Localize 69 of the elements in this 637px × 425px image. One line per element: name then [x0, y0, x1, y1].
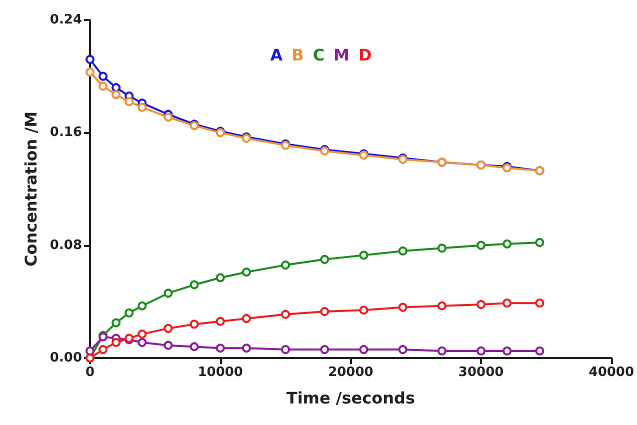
point	[281, 345, 290, 354]
point	[98, 345, 108, 354]
point	[242, 344, 251, 353]
point	[502, 298, 512, 308]
point	[216, 344, 225, 353]
point	[138, 338, 147, 348]
text: A	[270, 46, 284, 64]
point	[164, 288, 173, 298]
point	[476, 346, 486, 356]
point	[242, 314, 251, 324]
point	[398, 246, 408, 256]
x-axis-title: Time /seconds	[286, 388, 415, 408]
point	[535, 238, 544, 248]
text: B	[292, 46, 304, 64]
point	[112, 318, 121, 328]
point	[190, 342, 199, 352]
point	[437, 301, 446, 310]
point	[437, 346, 446, 356]
point	[476, 240, 486, 250]
point	[281, 260, 290, 270]
point	[359, 345, 368, 354]
point	[86, 54, 94, 64]
point	[359, 306, 368, 315]
point	[86, 346, 94, 356]
point	[124, 308, 134, 318]
point	[138, 102, 147, 112]
x-tick-label: 0	[85, 365, 95, 380]
x-tick-label: 30000	[458, 365, 504, 380]
point	[535, 346, 544, 356]
point	[98, 72, 108, 81]
point	[112, 83, 121, 92]
point	[476, 300, 486, 309]
point	[98, 82, 108, 91]
point	[164, 324, 173, 333]
point	[242, 268, 251, 277]
point	[138, 301, 147, 310]
point	[535, 298, 544, 308]
point	[164, 340, 173, 350]
point	[112, 338, 121, 348]
point	[320, 345, 330, 354]
y-axis-title: Concentration /M	[22, 111, 41, 267]
point	[437, 244, 446, 253]
text: C	[312, 46, 325, 64]
point	[398, 302, 408, 312]
point	[398, 345, 408, 354]
x-tick-label: 40000	[588, 365, 634, 380]
point	[190, 280, 199, 290]
point	[281, 310, 290, 319]
point	[502, 239, 512, 248]
text: M	[334, 46, 350, 64]
y-tick-label: 0.00	[50, 350, 82, 366]
point	[320, 307, 330, 316]
point	[164, 112, 173, 122]
point	[86, 68, 94, 77]
y-tick-label: 0.08	[50, 238, 82, 253]
point	[216, 316, 225, 326]
point	[320, 254, 330, 264]
point	[138, 330, 147, 339]
point	[190, 320, 199, 329]
x-tick-label: 20000	[328, 365, 374, 380]
point	[216, 273, 225, 282]
point	[124, 97, 134, 106]
y-tick-label: 0.24	[50, 12, 82, 28]
y-tick-label: 0.16	[50, 125, 82, 140]
point	[502, 346, 512, 356]
x-tick-label: 10000	[198, 365, 243, 380]
text: D	[358, 46, 372, 64]
point	[112, 90, 121, 100]
point	[359, 250, 368, 260]
